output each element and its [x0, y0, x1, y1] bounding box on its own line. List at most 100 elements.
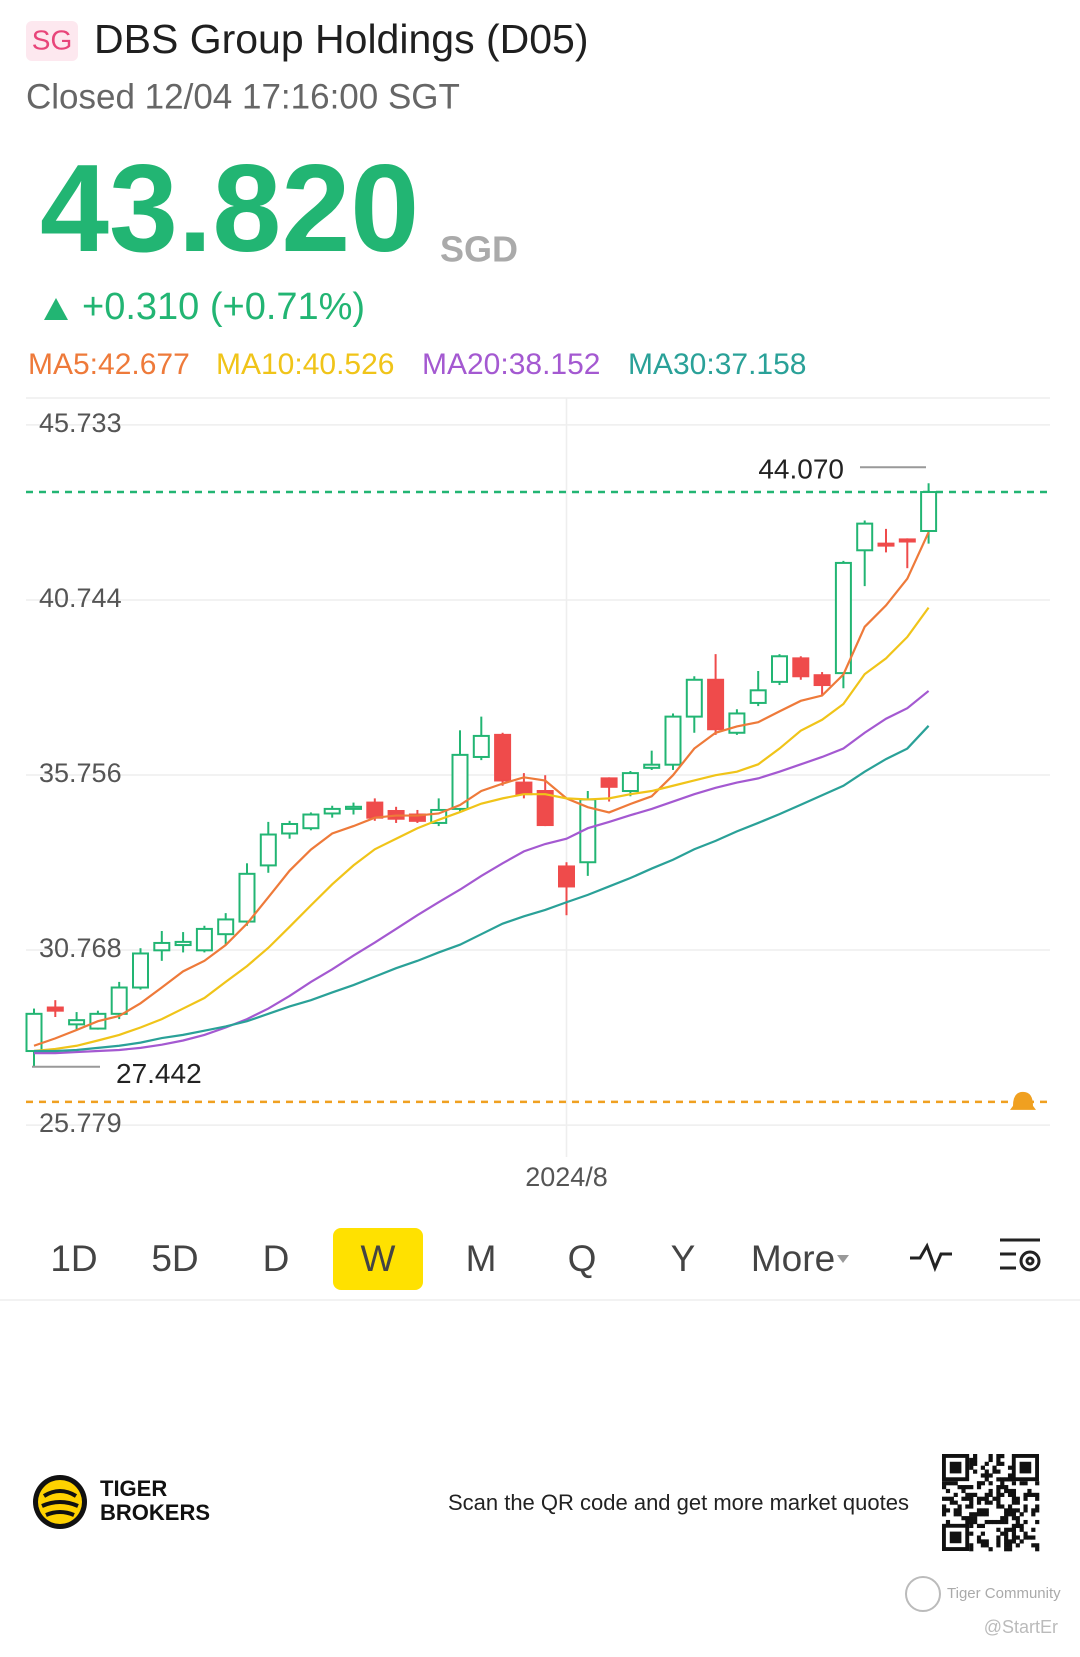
period-button[interactable]: D [263, 1238, 290, 1279]
qr-cell [957, 1504, 962, 1509]
qr-cell [984, 1512, 989, 1517]
qr-cell [942, 1481, 947, 1486]
qr-cell [984, 1473, 989, 1478]
period-button[interactable]: More [751, 1238, 835, 1279]
qr-cell [1023, 1519, 1028, 1525]
ma-line [33, 606, 930, 1053]
period-button[interactable]: Y [671, 1238, 696, 1279]
qr-cell [1035, 1496, 1040, 1501]
qr-cell [1019, 1539, 1024, 1544]
candle-body [536, 790, 554, 827]
qr-cell [1031, 1535, 1036, 1540]
qr-cell [953, 1508, 958, 1513]
period-button[interactable]: 1D [50, 1238, 97, 1279]
brand-name: TIGER [100, 1476, 167, 1501]
qr-cell [973, 1516, 978, 1521]
qr-cell [1023, 1535, 1028, 1540]
candle-body [856, 522, 874, 552]
qr-cell [1027, 1488, 1032, 1494]
qr-cell [996, 1492, 1001, 1497]
qr-cell [984, 1508, 989, 1513]
qr-cell [969, 1543, 974, 1548]
qr-cell [976, 1512, 982, 1517]
qr-cell [996, 1527, 1001, 1532]
qr-cell [1011, 1481, 1017, 1486]
qr-cell [1000, 1477, 1005, 1482]
qr-cell [1011, 1535, 1017, 1540]
qr-cell [973, 1469, 978, 1474]
candle-body [472, 734, 490, 758]
qr-cell [980, 1523, 985, 1529]
period-button[interactable]: M [466, 1238, 497, 1279]
candle-body [259, 833, 277, 867]
price-change: +0.310 (+0.71%) [82, 286, 365, 328]
qr-cell [942, 1508, 947, 1513]
qr-cell [1000, 1516, 1005, 1521]
qr-cell [976, 1508, 982, 1513]
brand-name: BROKERS [100, 1500, 210, 1525]
qr-cell [961, 1516, 966, 1521]
period-button[interactable]: W [361, 1238, 396, 1279]
candle-body [195, 927, 213, 952]
qr-cell [957, 1508, 962, 1513]
candle-body [494, 733, 512, 782]
qr-cell [973, 1461, 978, 1466]
qr-cell [953, 1492, 958, 1497]
candle-body [46, 1006, 64, 1012]
qr-cell [1004, 1527, 1009, 1532]
y-tick-label: 40.744 [39, 583, 122, 613]
period-button[interactable]: 5D [151, 1238, 198, 1279]
qr-cell [996, 1539, 1001, 1544]
qr-cell [1019, 1481, 1024, 1486]
qr-cell [996, 1535, 1001, 1540]
candle-body [643, 763, 661, 769]
candle-body [600, 777, 618, 788]
qr-cell [1011, 1539, 1017, 1544]
settings-icon[interactable] [1000, 1238, 1041, 1272]
qr-cell [976, 1485, 982, 1490]
candle-body [834, 561, 852, 675]
qr-cell [1035, 1492, 1040, 1497]
qr-cell [980, 1539, 985, 1544]
qr-cell [996, 1469, 1001, 1474]
qr-cell [980, 1531, 985, 1536]
qr-cell [965, 1485, 970, 1490]
candle-body [920, 491, 938, 532]
qr-cell [1027, 1535, 1032, 1540]
qr-cell [1004, 1531, 1009, 1536]
qr-cell [969, 1457, 974, 1463]
qr-cell [969, 1500, 974, 1505]
qr-code [942, 1453, 1040, 1552]
qr-cell [945, 1481, 951, 1486]
qr-cell [961, 1488, 966, 1494]
qr-cell [1015, 1500, 1020, 1505]
tiger-logo [33, 1475, 87, 1529]
qr-cell [988, 1473, 993, 1478]
qr-cell [988, 1547, 993, 1552]
period-button[interactable]: Q [568, 1238, 597, 1279]
qr-cell [984, 1492, 989, 1497]
candle-body [323, 807, 341, 815]
indicator-icon[interactable] [910, 1242, 952, 1273]
candle-body [110, 986, 128, 1015]
qr-cell [1004, 1519, 1009, 1525]
qr-cell [969, 1531, 974, 1536]
qr-cell [1011, 1492, 1017, 1497]
alert-bell[interactable] [1010, 1091, 1036, 1110]
qr-cell [1000, 1485, 1005, 1490]
qr-cell [1031, 1512, 1036, 1517]
qr-cell [1035, 1543, 1040, 1548]
qr-cell [1000, 1461, 1005, 1466]
qr-cell [1011, 1508, 1017, 1513]
qr-cell [1007, 1547, 1013, 1552]
qr-cell [980, 1543, 985, 1548]
qr-cell [942, 1504, 947, 1509]
qr-cell [1019, 1527, 1024, 1532]
candle-body [345, 805, 362, 810]
qr-cell [1011, 1516, 1017, 1521]
qr-cell [973, 1454, 978, 1459]
qr-cell [1031, 1492, 1036, 1497]
qr-cell [980, 1512, 985, 1517]
qr-cell [1000, 1454, 1005, 1459]
